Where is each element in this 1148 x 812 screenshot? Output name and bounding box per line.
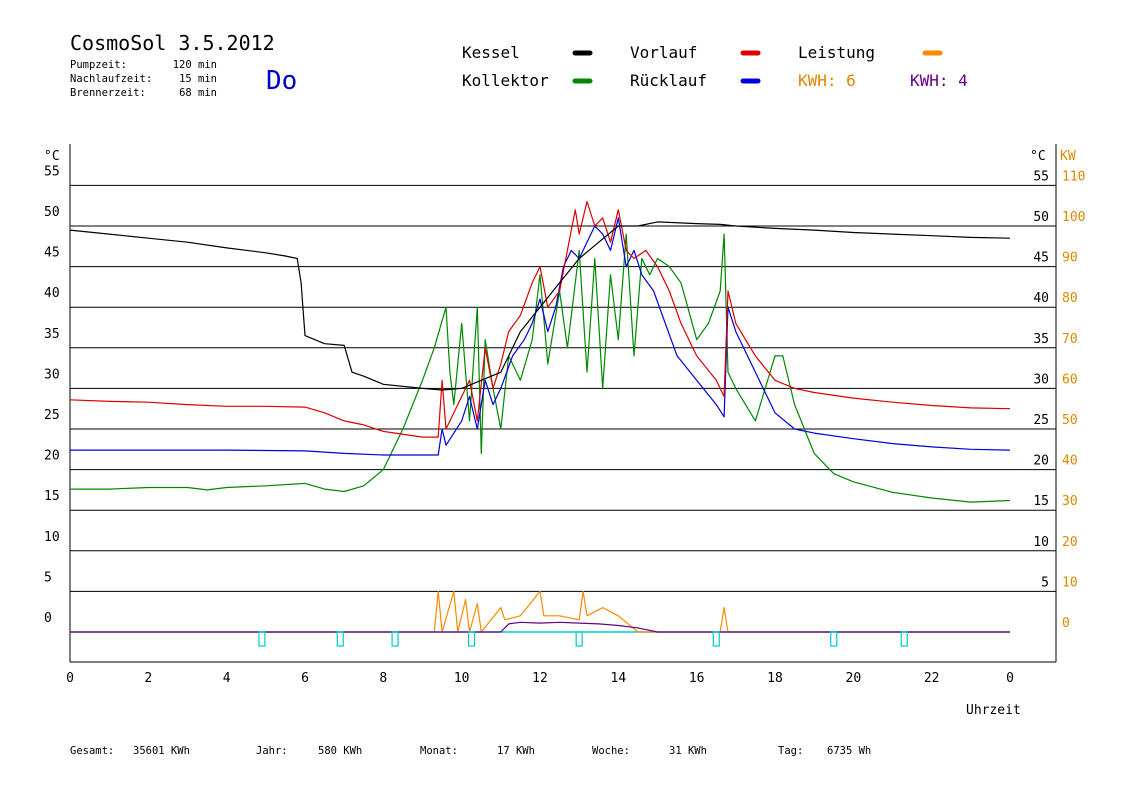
y-tick-power: 80 bbox=[1062, 291, 1078, 306]
pump-marker bbox=[900, 631, 908, 647]
legend-label-leistung: Leistung bbox=[798, 43, 875, 62]
day-value: 6735 Wh bbox=[827, 745, 871, 757]
y-tick-left: 0 bbox=[44, 611, 52, 626]
y-tick-left: 15 bbox=[44, 489, 60, 504]
y-tick-right: 35 bbox=[1033, 332, 1049, 347]
y-axis-unit-power: KW bbox=[1060, 149, 1076, 164]
year-value: 580 KWh bbox=[318, 745, 362, 757]
chart-series bbox=[69, 201, 1011, 633]
day-label: Tag: bbox=[778, 745, 803, 757]
y-tick-right: 10 bbox=[1033, 535, 1049, 550]
chart-ticks: 5550454035302520151050555045403530252015… bbox=[44, 164, 1085, 686]
x-tick: 0 bbox=[1006, 671, 1014, 686]
x-tick: 18 bbox=[767, 671, 783, 686]
y-tick-right: 45 bbox=[1033, 251, 1049, 266]
pump-marker bbox=[712, 631, 720, 647]
kwh-label-1: KWH: 6 bbox=[798, 71, 856, 90]
series-kwh-4 bbox=[70, 621, 1010, 633]
x-tick: 0 bbox=[66, 671, 74, 686]
kwh-label-2: KWH: 4 bbox=[910, 71, 968, 90]
pump-marker bbox=[830, 631, 838, 647]
pump-marker bbox=[258, 631, 266, 647]
y-tick-right: 5 bbox=[1041, 575, 1049, 590]
y-tick-right: 25 bbox=[1033, 413, 1049, 428]
y-tick-left: 55 bbox=[44, 164, 60, 179]
y-tick-right: 30 bbox=[1033, 372, 1049, 387]
y-tick-left: 40 bbox=[44, 286, 60, 301]
x-tick: 4 bbox=[223, 671, 231, 686]
series-r-cklauf bbox=[70, 217, 1011, 456]
x-tick: 2 bbox=[144, 671, 152, 686]
series-leistung bbox=[70, 590, 1010, 633]
y-tick-right: 50 bbox=[1033, 210, 1049, 225]
x-tick: 20 bbox=[846, 671, 862, 686]
weekday-label: Do bbox=[266, 66, 297, 96]
pump-marker bbox=[391, 631, 399, 647]
total-value: 35601 KWh bbox=[133, 745, 190, 757]
y-tick-left: 5 bbox=[44, 570, 52, 585]
x-tick: 10 bbox=[454, 671, 470, 686]
x-tick: 12 bbox=[532, 671, 548, 686]
y-tick-left: 20 bbox=[44, 449, 60, 464]
stat-value: 15 min bbox=[179, 73, 217, 85]
x-tick: 22 bbox=[924, 671, 940, 686]
pump-markers bbox=[258, 631, 908, 647]
series-vorlauf bbox=[69, 201, 1011, 438]
y-tick-left: 45 bbox=[44, 246, 60, 261]
series-kollektor bbox=[70, 233, 1011, 503]
x-tick: 14 bbox=[611, 671, 627, 686]
energy-totals: Gesamt: 35601 KWh Jahr: 580 KWh Monat: 1… bbox=[70, 745, 871, 757]
chart-title: CosmoSol 3.5.2012 bbox=[70, 31, 275, 55]
chart-grid bbox=[69, 144, 1057, 663]
y-tick-power: 0 bbox=[1062, 616, 1070, 631]
legend-label-kessel: Kessel bbox=[462, 43, 520, 62]
stat-label: Nachlaufzeit: bbox=[70, 73, 152, 85]
legend-label-vorlauf: Vorlauf bbox=[630, 43, 697, 62]
x-tick: 16 bbox=[689, 671, 705, 686]
y-tick-right: 15 bbox=[1033, 494, 1049, 509]
stat-value: 120 min bbox=[173, 59, 217, 71]
month-label: Monat: bbox=[420, 745, 458, 757]
legend-label-kollektor: Kollektor bbox=[462, 71, 549, 90]
x-tick: 8 bbox=[379, 671, 387, 686]
stat-label: Pumpzeit: bbox=[70, 59, 127, 71]
y-tick-power: 90 bbox=[1062, 251, 1078, 266]
y-tick-power: 100 bbox=[1062, 210, 1085, 225]
runtime-stats: Pumpzeit: 120 min Nachlaufzeit: 15 min B… bbox=[70, 59, 217, 99]
y-tick-right: 40 bbox=[1033, 291, 1049, 306]
pump-marker bbox=[575, 631, 583, 647]
y-tick-right: 20 bbox=[1033, 454, 1049, 469]
y-tick-left: 50 bbox=[44, 205, 60, 220]
y-axis-unit-right: °C bbox=[1030, 149, 1046, 164]
total-label: Gesamt: bbox=[70, 745, 114, 757]
y-tick-left: 10 bbox=[44, 530, 60, 545]
pump-marker bbox=[336, 631, 344, 647]
y-tick-power: 40 bbox=[1062, 454, 1078, 469]
y-axis-unit-left: °C bbox=[44, 149, 60, 164]
week-value: 31 KWh bbox=[669, 745, 707, 757]
week-label: Woche: bbox=[592, 745, 630, 757]
y-tick-left: 25 bbox=[44, 408, 60, 423]
stat-value: 68 min bbox=[179, 87, 217, 99]
y-tick-power: 50 bbox=[1062, 413, 1078, 428]
y-tick-power: 70 bbox=[1062, 332, 1078, 347]
y-tick-right: 55 bbox=[1033, 169, 1049, 184]
y-tick-power: 10 bbox=[1062, 575, 1078, 590]
y-tick-left: 35 bbox=[44, 327, 60, 342]
x-axis-label: Uhrzeit bbox=[966, 703, 1021, 718]
year-label: Jahr: bbox=[256, 745, 288, 757]
legend: Kessel Vorlauf Leistung Kollektor Rückla… bbox=[462, 43, 968, 90]
y-tick-left: 30 bbox=[44, 367, 60, 382]
series-kessel bbox=[69, 221, 1011, 391]
legend-label-ruecklauf: Rücklauf bbox=[630, 71, 707, 90]
x-tick: 6 bbox=[301, 671, 309, 686]
y-tick-power: 110 bbox=[1062, 169, 1085, 184]
stat-label: Brennerzeit: bbox=[70, 87, 146, 99]
y-tick-power: 20 bbox=[1062, 535, 1078, 550]
y-tick-power: 60 bbox=[1062, 372, 1078, 387]
y-tick-power: 30 bbox=[1062, 494, 1078, 509]
month-value: 17 KWh bbox=[497, 745, 535, 757]
pump-marker bbox=[467, 631, 476, 647]
